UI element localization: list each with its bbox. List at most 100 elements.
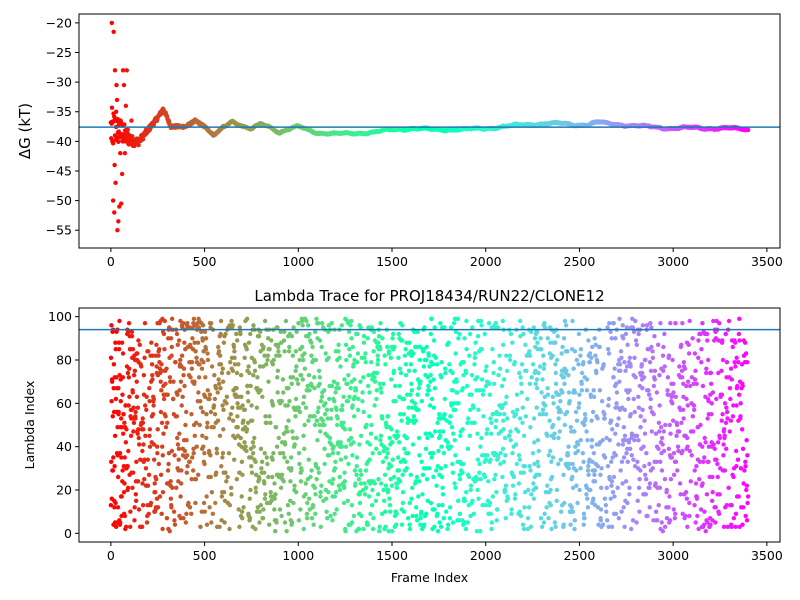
- lambda-point: [303, 481, 308, 486]
- lambda-point: [229, 318, 234, 324]
- lambda-point: [488, 416, 493, 421]
- lambda-point: [284, 424, 289, 430]
- lambda-point: [709, 498, 715, 504]
- lambda-point: [336, 342, 341, 348]
- lambda-point: [595, 416, 600, 421]
- lambda-point: [342, 485, 347, 491]
- lambda-point: [561, 522, 566, 527]
- lambda-point: [269, 498, 274, 504]
- lambda-point: [117, 372, 122, 378]
- lambda-point: [543, 403, 548, 408]
- lambda-point: [187, 459, 192, 465]
- lambda-point: [609, 524, 615, 530]
- lambda-point: [684, 396, 689, 402]
- lambda-point: [166, 461, 171, 467]
- lambda-point: [390, 336, 395, 341]
- lambda-point: [745, 359, 750, 365]
- lambda-point: [696, 526, 701, 532]
- lambda-point: [331, 444, 336, 449]
- lambda-point: [152, 481, 157, 486]
- lambda-point: [556, 461, 561, 467]
- lambda-point: [147, 427, 153, 432]
- lambda-point: [150, 377, 155, 382]
- lambda-point: [266, 474, 271, 480]
- lambda-point: [724, 502, 729, 508]
- lambda-point: [282, 455, 287, 460]
- lambda-point: [627, 485, 632, 491]
- lambda-point: [413, 418, 419, 423]
- lambda-point: [332, 494, 338, 499]
- lambda-point: [438, 524, 444, 530]
- lambda-point: [373, 435, 379, 441]
- lambda-point: [304, 318, 309, 324]
- lambda-point: [126, 403, 131, 408]
- lambda-point: [330, 476, 336, 482]
- lambda-point: [495, 325, 501, 330]
- lambda-point: [178, 357, 183, 363]
- lambda-point: [378, 481, 384, 486]
- lambda-point: [435, 463, 440, 469]
- lambda-point: [651, 411, 656, 417]
- lambda-point: [396, 455, 401, 460]
- lambda-point: [351, 414, 357, 419]
- lambda-point: [442, 396, 448, 402]
- lambda-point: [246, 340, 252, 345]
- lambda-point: [744, 487, 749, 493]
- lambda-point: [671, 450, 677, 456]
- lambda-point: [249, 418, 255, 423]
- lambda-point: [638, 424, 643, 430]
- lambda-point: [662, 524, 668, 530]
- lambda-point: [394, 485, 400, 491]
- x-tick-label: 3500: [751, 254, 783, 269]
- lambda-point: [587, 351, 593, 356]
- y-tick-label: 100: [48, 309, 72, 324]
- lambda-point: [616, 416, 621, 421]
- lambda-point: [349, 520, 355, 525]
- lambda-point: [220, 455, 225, 460]
- lambda-point: [159, 511, 164, 517]
- lambda-point: [691, 407, 697, 413]
- dg-outlier-point: [109, 20, 115, 26]
- lambda-point: [120, 375, 126, 380]
- lambda-point: [526, 487, 531, 493]
- lambda-point: [308, 474, 313, 480]
- lambda-point: [343, 342, 349, 348]
- lambda-point: [403, 346, 408, 352]
- lambda-point: [286, 418, 291, 423]
- lambda-point: [374, 388, 380, 393]
- lambda-point: [118, 416, 124, 421]
- lambda-point: [223, 470, 228, 475]
- lambda-point: [502, 411, 507, 417]
- lambda-point: [347, 427, 353, 432]
- lambda-point: [614, 401, 619, 406]
- lambda-point: [609, 479, 615, 484]
- lambda-point: [275, 375, 280, 380]
- lambda-point: [617, 316, 622, 322]
- lambda-point: [620, 442, 626, 447]
- dg-outlier-point: [111, 29, 116, 34]
- lambda-point: [383, 524, 388, 530]
- lambda-point: [677, 364, 682, 369]
- lambda-point: [272, 481, 277, 486]
- lambda-point: [238, 435, 243, 441]
- lambda-point: [501, 418, 506, 423]
- lambda-point: [387, 496, 392, 501]
- lambda-point: [556, 416, 561, 421]
- lambda-point: [155, 450, 160, 456]
- lambda-point: [229, 485, 234, 491]
- lambda-point: [658, 459, 663, 465]
- lambda-point: [384, 455, 389, 460]
- lambda-point: [124, 427, 129, 432]
- lambda-point: [251, 444, 256, 449]
- lambda-point: [384, 446, 390, 452]
- lambda-point: [493, 424, 498, 430]
- lambda-point: [496, 372, 501, 378]
- lambda-point: [288, 455, 294, 460]
- lambda-point: [296, 450, 302, 456]
- lambda-point: [640, 370, 645, 376]
- lambda-point: [290, 353, 296, 358]
- lambda-point: [422, 325, 427, 330]
- lambda-point: [464, 346, 469, 352]
- lambda-point: [339, 444, 345, 449]
- lambda-point: [115, 474, 121, 480]
